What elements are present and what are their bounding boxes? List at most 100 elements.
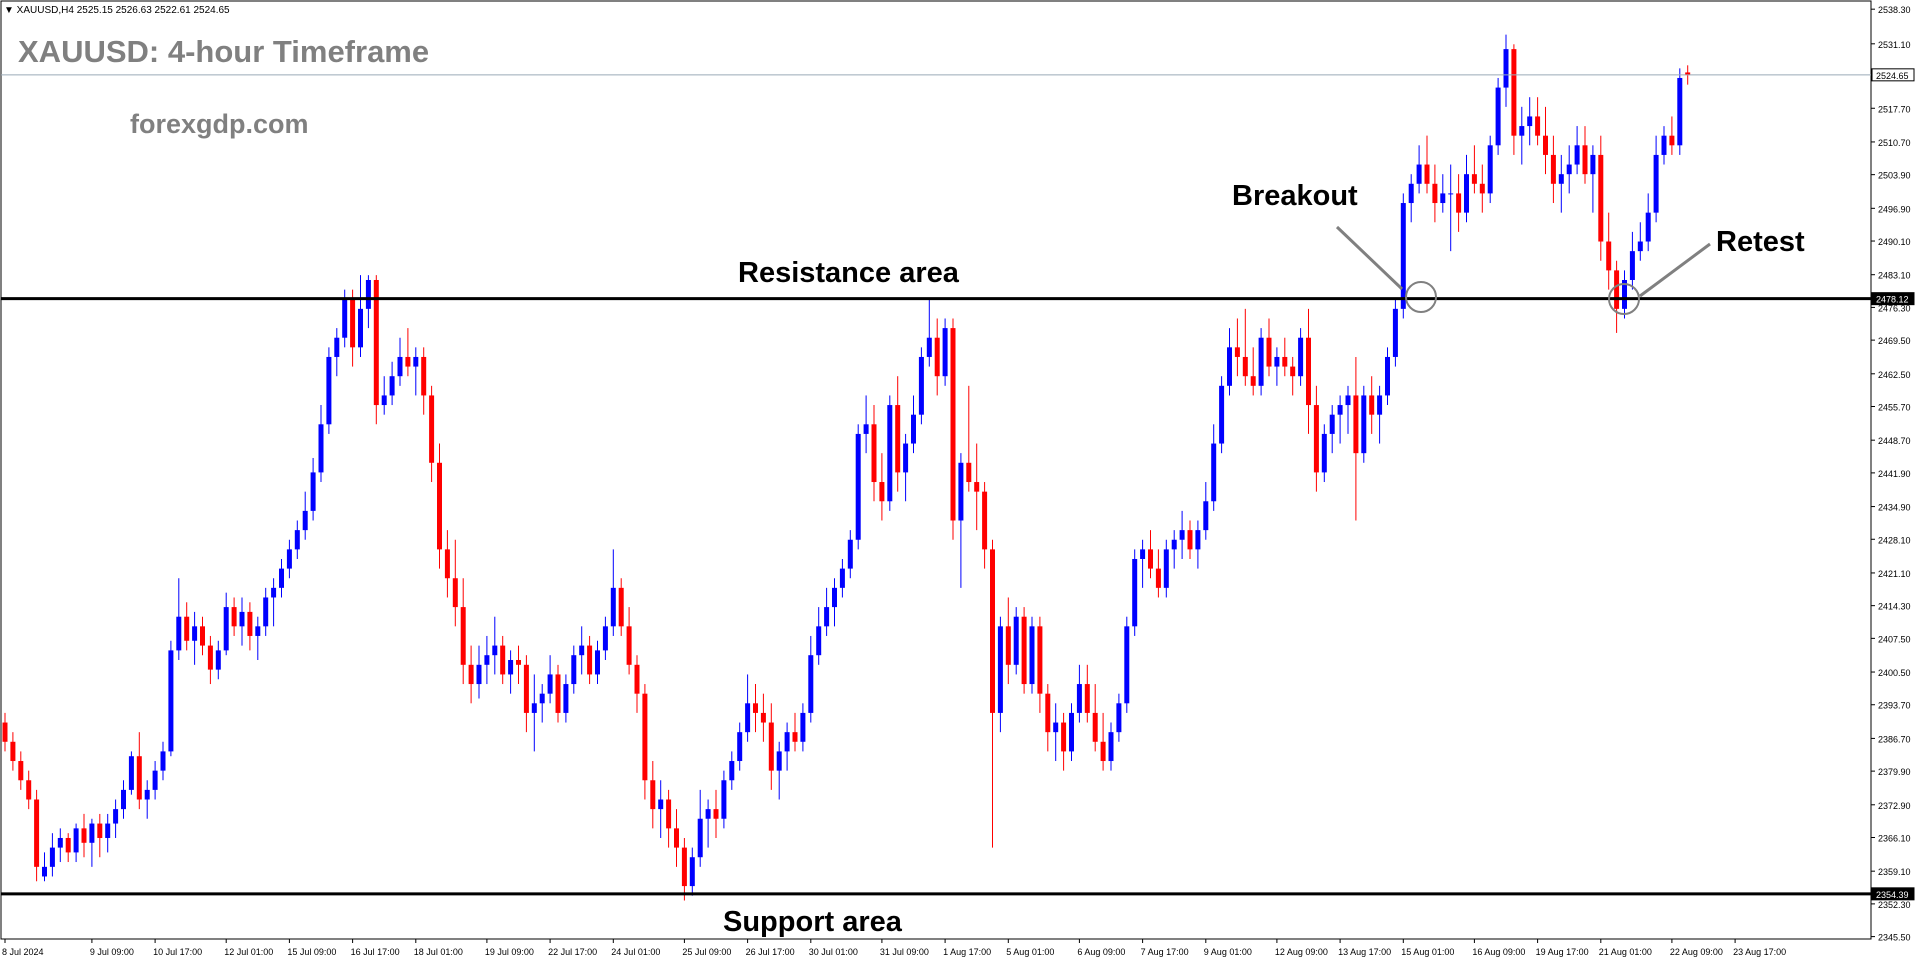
y-tick-label: 2538.30 — [1878, 5, 1911, 15]
candle-body — [1527, 116, 1533, 127]
y-tick-label: 2359.10 — [1878, 867, 1911, 877]
candle-body — [2, 722, 8, 742]
y-tick-label: 2469.50 — [1878, 336, 1911, 346]
candle — [1045, 684, 1051, 752]
candle-body — [192, 626, 198, 641]
candle — [610, 549, 616, 636]
candle — [1629, 231, 1635, 290]
candle-body — [1543, 135, 1548, 155]
candle — [1566, 145, 1572, 194]
candle — [1108, 722, 1114, 771]
candle — [539, 684, 545, 723]
candle-body — [1187, 530, 1193, 550]
candle-body — [1369, 395, 1375, 415]
candle-body — [334, 337, 340, 357]
candle-body — [523, 664, 529, 713]
candle-body — [839, 568, 845, 588]
candle-body — [1535, 116, 1541, 136]
candle-body — [1227, 347, 1232, 386]
y-tick-label: 2386.70 — [1878, 734, 1911, 744]
x-tick-label: 25 Jul 09:00 — [682, 947, 731, 957]
candle-body — [26, 780, 32, 800]
candle-body — [1242, 356, 1248, 377]
candle-body — [618, 587, 624, 627]
candle — [1005, 597, 1011, 685]
candle-body — [705, 809, 711, 819]
candle-body — [997, 626, 1003, 713]
candle-body — [1274, 356, 1280, 367]
candle-body — [950, 328, 956, 521]
candle-body — [824, 607, 830, 627]
candle-body — [745, 703, 751, 733]
candle-body — [1155, 568, 1161, 588]
candle — [34, 789, 40, 882]
candle — [555, 664, 561, 723]
candle-body — [421, 356, 427, 396]
symbol-header: ▼ XAUUSD,H4 2525.15 2526.63 2522.61 2524… — [4, 5, 230, 16]
candle-body — [784, 732, 790, 752]
candle-body — [531, 703, 537, 713]
candle — [1187, 520, 1193, 559]
candle-body — [207, 645, 213, 670]
x-tick-label: 24 Jul 01:00 — [611, 947, 660, 957]
candle — [911, 395, 916, 454]
candle — [1163, 539, 1169, 598]
candle — [745, 674, 751, 742]
candle-body — [168, 650, 174, 752]
candle-body — [816, 626, 822, 656]
candle-body — [1203, 501, 1209, 531]
candle — [958, 453, 964, 588]
y-tick-label: 2393.70 — [1878, 701, 1911, 711]
candle — [476, 645, 482, 699]
candle-body — [1645, 212, 1651, 242]
candle-body — [1321, 433, 1327, 473]
candle — [1329, 405, 1335, 454]
candle-body — [437, 462, 442, 550]
candle — [1669, 116, 1675, 155]
candle — [918, 347, 924, 425]
y-tick-label: 2462.50 — [1878, 370, 1911, 380]
candle — [121, 780, 126, 819]
candle — [1456, 174, 1462, 232]
candle-body — [863, 424, 869, 434]
candle — [579, 626, 585, 675]
candle-body — [1061, 722, 1067, 752]
candle — [602, 616, 608, 661]
candle-body — [405, 356, 411, 367]
candle-body — [1622, 279, 1627, 309]
candle — [2, 712, 8, 752]
candle — [1558, 154, 1564, 213]
candle — [1053, 703, 1059, 762]
candle — [737, 722, 743, 771]
candle-body — [1479, 183, 1485, 194]
candle-body — [18, 761, 24, 781]
candle-body — [263, 597, 269, 627]
candle-body — [887, 405, 893, 502]
candle-body — [713, 809, 719, 819]
candle-body — [358, 308, 363, 348]
candle — [1464, 154, 1469, 223]
candle-body — [302, 510, 308, 531]
candle-body — [1669, 135, 1675, 146]
candle-body — [215, 650, 221, 670]
candle — [397, 337, 403, 386]
candle-body — [492, 645, 498, 656]
y-tick-label: 2490.10 — [1878, 237, 1911, 247]
candle — [1092, 684, 1098, 752]
y-tick-label: 2421.10 — [1878, 569, 1911, 579]
candle-body — [1345, 395, 1351, 406]
candle — [1677, 68, 1683, 155]
candle-body — [1116, 703, 1122, 733]
x-tick-label: 23 Aug 17:00 — [1733, 947, 1786, 957]
candle — [1377, 385, 1383, 444]
candle — [800, 703, 806, 752]
candle — [1432, 164, 1438, 223]
candle — [1440, 174, 1446, 213]
candle-body — [1574, 145, 1580, 165]
candle-body — [800, 712, 806, 742]
candle-body — [81, 828, 87, 843]
candle-body — [1029, 626, 1035, 685]
y-tick-label: 2366.10 — [1878, 834, 1911, 844]
candle-body — [65, 837, 71, 853]
candle — [1361, 385, 1367, 463]
